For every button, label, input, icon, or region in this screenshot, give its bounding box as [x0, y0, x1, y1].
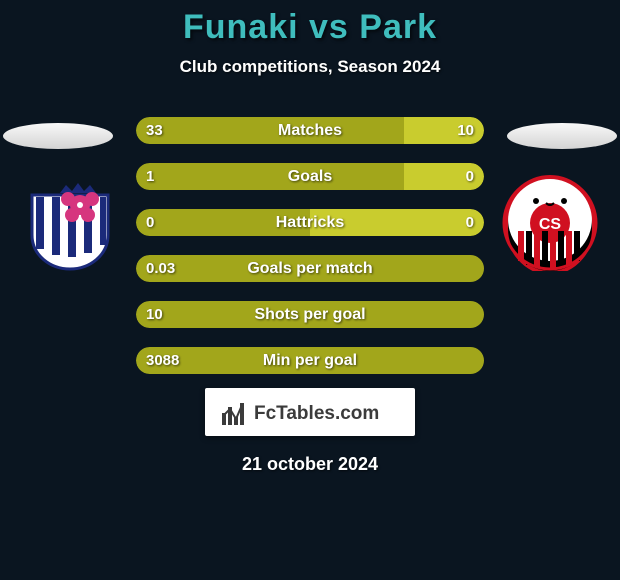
club-logo-right: CS	[502, 175, 598, 271]
left-oval	[3, 123, 113, 149]
bar-value-left: 0.03	[146, 260, 175, 277]
bar-value-left: 1	[146, 168, 154, 185]
match-date: 21 october 2024	[242, 454, 378, 475]
page-title: Funaki vs Park	[183, 8, 437, 47]
stat-bar-goals-per-match: 0.03 Goals per match	[136, 255, 484, 282]
bar-fill-left	[136, 163, 404, 190]
fctables-brand-box: FcTables.com	[205, 388, 415, 436]
fctables-logo-icon: FcTables.com	[220, 395, 400, 429]
svg-text:CS: CS	[539, 216, 562, 233]
stat-bar-hattricks: 0 0 Hattricks	[136, 209, 484, 236]
bar-value-left: 10	[146, 306, 163, 323]
brand-text: FcTables.com	[254, 403, 379, 424]
bar-value-left: 3088	[146, 352, 179, 369]
bar-label: Goals per match	[247, 260, 372, 278]
bar-label: Goals	[288, 168, 332, 186]
page-subtitle: Club competitions, Season 2024	[180, 57, 441, 77]
stat-bar-matches: 33 10 Matches	[136, 117, 484, 144]
stat-bar-goals: 1 0 Goals	[136, 163, 484, 190]
consadole-crest-icon: CS	[502, 175, 598, 271]
bar-value-left: 0	[146, 214, 154, 231]
bar-label: Hattricks	[276, 214, 344, 232]
bar-label: Shots per goal	[254, 306, 365, 324]
bar-value-left: 33	[146, 122, 163, 139]
bar-fill-left	[136, 117, 404, 144]
right-oval	[507, 123, 617, 149]
bar-label: Matches	[278, 122, 342, 140]
bar-value-right: 0	[466, 168, 474, 185]
cerezo-crest-icon	[22, 175, 118, 271]
stat-bar-shots-per-goal: 10 Shots per goal	[136, 301, 484, 328]
club-logo-left	[22, 175, 118, 271]
comparison-bars: 3310Matches10Goals00Hattricks0.03Goals p…	[136, 117, 484, 374]
bar-label: Min per goal	[263, 352, 357, 370]
stat-bar-min-per-goal: 3088 Min per goal	[136, 347, 484, 374]
bar-value-right: 10	[457, 122, 474, 139]
bar-value-right: 0	[466, 214, 474, 231]
